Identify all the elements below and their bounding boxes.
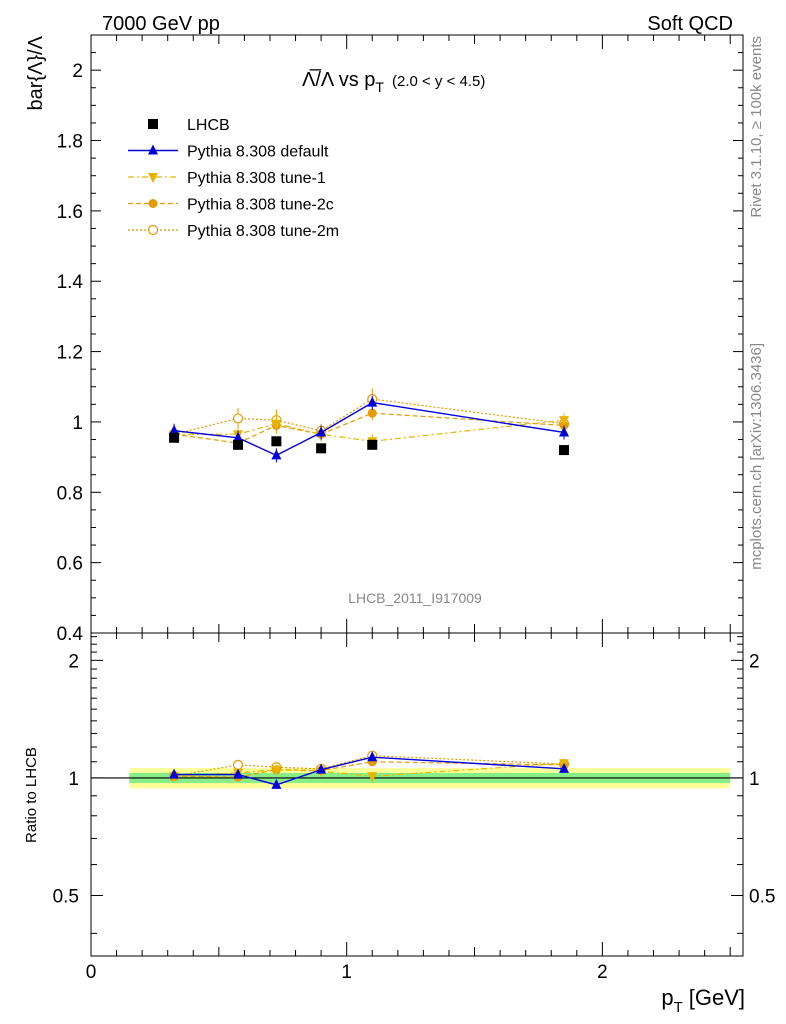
x-tick-label: 1 (341, 962, 352, 983)
rivet-label: Rivet 3.1.10, ≥ 100k events (748, 36, 765, 218)
ratio-ylabel: Ratio to LHCB (23, 747, 40, 843)
legend-marker-lhcb (148, 119, 158, 129)
ratio-point-default (559, 762, 570, 773)
point-default (559, 426, 570, 437)
ratio-y-tick-label: 2 (68, 651, 79, 672)
main-title-text: Λ̅/Λ vs p (302, 68, 375, 91)
legend-label-tune2m: Pythia 8.308 tune-2m (187, 223, 339, 240)
legend-label-tune1: Pythia 8.308 tune-1 (187, 170, 326, 187)
ratio-series-default (169, 751, 570, 789)
y-tick-label: 1 (72, 413, 83, 434)
y-tick-label: 2 (72, 61, 83, 82)
legend-label-lhcb: LHCB (187, 117, 230, 134)
x-axis-label-sub: T (674, 999, 683, 1016)
y-tick-label: 1.2 (57, 343, 83, 364)
point-tune1 (559, 416, 570, 427)
y-tick-label: 0.4 (57, 624, 84, 645)
y-tick-label: 0.8 (57, 483, 83, 504)
ratio-point-tune2m (232, 759, 244, 770)
point-tune2m (232, 413, 244, 424)
point-tune2c (367, 408, 377, 418)
ratio-point-default (169, 768, 180, 779)
main-title-range: (2.0 < y < 4.5) (392, 73, 485, 90)
legend-item-default: Pythia 8.308 default (128, 144, 329, 161)
legend-marker-tune2c (148, 199, 158, 208)
x-axis-label-unit: [GeV] (689, 985, 745, 1010)
point-lhcb (367, 439, 378, 450)
ratio-frame (90, 632, 744, 957)
legend-item-tune1: Pythia 8.308 tune-1 (128, 170, 326, 187)
series-line-tune2c (174, 412, 565, 444)
legend-item-lhcb: LHCB (148, 117, 230, 134)
legend-marker-tune2m (147, 224, 159, 236)
x-axis-label-p: p (661, 985, 673, 1010)
legend-item-tune2c: Pythia 8.308 tune-2c (128, 197, 334, 214)
main-title: Λ̅/Λ vs pT (2.0 < y < 4.5) (302, 68, 485, 95)
x-axis-label: pT [GeV] (661, 985, 745, 1016)
ratio-point-tune1 (367, 772, 378, 783)
point-default (367, 396, 378, 407)
ratio-y-tick-label-right: 0.5 (749, 887, 775, 908)
ratio-panel: 0.5 0.5 1 1 2 2 0 1 2 (53, 632, 775, 983)
legend-label-default: Pythia 8.308 default (187, 144, 329, 161)
legend-marker-tune1 (148, 173, 158, 183)
ratio-y-tick-label: 0.5 (53, 887, 79, 908)
point-default (233, 431, 244, 442)
point-default (316, 426, 327, 437)
header-left: 7000 GeV pp (102, 13, 220, 35)
y-tick-label: 1.8 (57, 132, 83, 153)
main-title-sub: T (375, 79, 384, 95)
legend: LHCB Pythia 8.308 default Pythia 8.308 tun… (128, 117, 339, 240)
x-tick-label: 0 (86, 962, 97, 983)
ratio-point-default (271, 778, 282, 789)
header-right: Soft QCD (647, 13, 733, 35)
ratio-point-default (233, 768, 244, 779)
legend-label-tune2c: Pythia 8.308 tune-2c (187, 197, 334, 214)
ratio-point-tune1 (271, 765, 282, 776)
legend-item-tune2m: Pythia 8.308 tune-2m (128, 223, 339, 240)
point-lhcb (559, 445, 570, 456)
y-tick-label: 1.4 (57, 272, 84, 293)
series-default (169, 395, 570, 463)
point-lhcb (169, 432, 180, 443)
x-tick-label: 2 (597, 962, 608, 983)
point-lhcb (233, 439, 244, 450)
watermark: LHCB_2011_I917009 (348, 590, 482, 606)
point-lhcb (316, 443, 327, 454)
mcplots-label: mcplots.cern.ch [arXiv:1306.3436] (748, 343, 765, 570)
ratio-y-tick-label-right: 1 (749, 769, 760, 790)
series-line-tune1 (174, 419, 565, 442)
series-lhcb (169, 432, 570, 456)
legend-marker-default (148, 144, 158, 155)
ratio-line-default (174, 756, 565, 786)
point-tune1 (271, 419, 282, 430)
y-tick-label: 0.6 (57, 554, 83, 575)
ratio-y-tick-label: 1 (68, 769, 79, 790)
ratio-point-default (367, 751, 378, 762)
main-ylabel: bar{Λ}/Λ (25, 35, 47, 110)
y-tick-label: 1.6 (57, 202, 83, 223)
point-default (169, 424, 180, 435)
ratio-y-tick-label-right: 2 (749, 651, 760, 672)
series-line-default (174, 401, 565, 457)
ratio-point-default (316, 763, 327, 774)
point-lhcb (271, 436, 282, 447)
point-default (271, 449, 282, 460)
ratio-line-tune2m (173, 755, 565, 777)
main-panel: 0.4 0.6 0.8 1 1.2 1.4 1.6 1.8 2 (57, 34, 744, 645)
